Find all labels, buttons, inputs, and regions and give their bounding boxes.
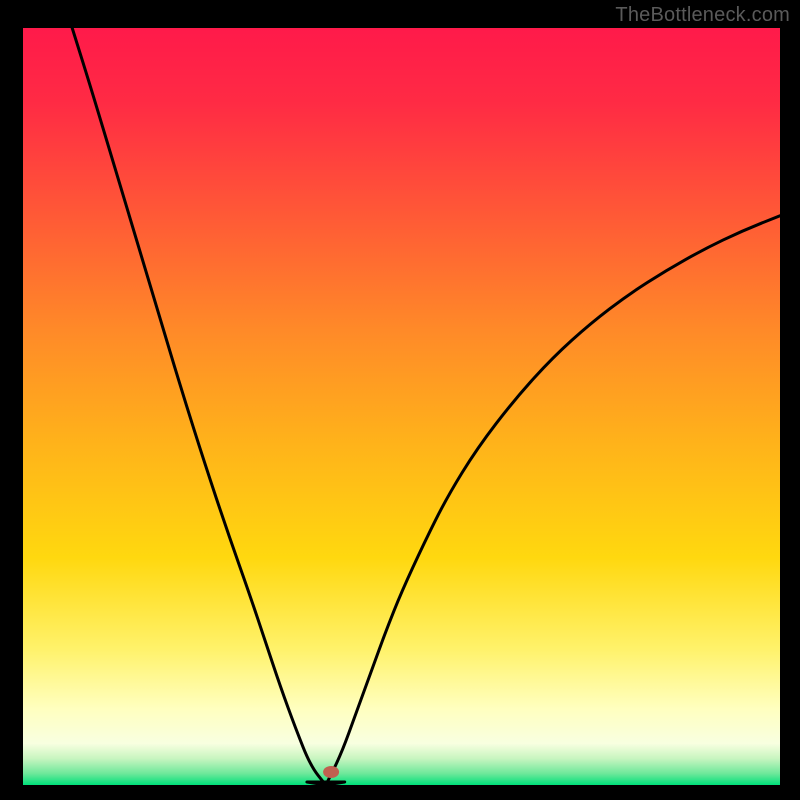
chart-frame: TheBottleneck.com xyxy=(0,0,800,800)
bottleneck-chart xyxy=(23,28,780,785)
valley-marker xyxy=(323,766,339,778)
gradient-background xyxy=(23,28,780,785)
watermark-text: TheBottleneck.com xyxy=(615,4,790,27)
plot-svg xyxy=(23,28,780,785)
